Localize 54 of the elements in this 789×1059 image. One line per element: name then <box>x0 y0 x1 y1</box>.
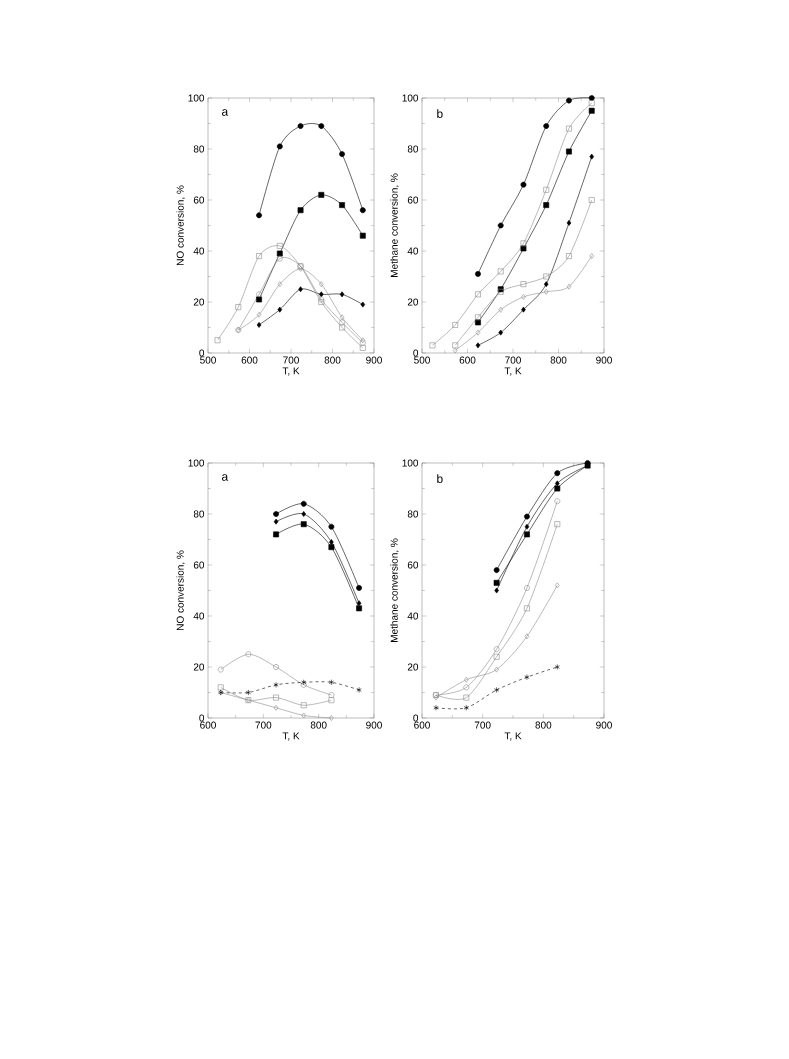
y-tick-label: 20 <box>407 663 419 671</box>
x-axis-title: T, K <box>282 367 300 376</box>
x-tick-label: 800 <box>324 356 341 364</box>
x-tick-label: 500 <box>200 356 216 364</box>
x-tick-label: 600 <box>459 356 476 364</box>
y-tick-label: 0 <box>413 714 419 722</box>
x-axis-title: T, K <box>504 367 522 376</box>
x-tick-label: 600 <box>241 356 258 364</box>
annotation: b <box>437 109 443 118</box>
y-tick-label: 80 <box>407 145 419 153</box>
y-tick-label: 40 <box>193 247 205 255</box>
x-tick-label: 700 <box>255 721 272 729</box>
y-axis-title: Methane conversion, % <box>390 538 399 642</box>
y-tick-label: 60 <box>193 196 205 204</box>
x-tick-label: 800 <box>310 721 327 729</box>
annotation: a <box>222 109 229 116</box>
annotation: a <box>222 474 229 481</box>
annotation: b <box>437 474 443 483</box>
x-tick-label: 700 <box>505 356 521 364</box>
y-tick-label: 20 <box>193 663 205 671</box>
y-tick-label: 40 <box>193 612 205 620</box>
y-tick-label: 100 <box>402 459 419 467</box>
y-axis-title: NO conversion, % <box>176 550 185 630</box>
y-tick-label: 0 <box>199 349 205 357</box>
y-tick-label: 20 <box>407 298 419 306</box>
y-tick-label: 80 <box>193 145 205 153</box>
y-tick-label: 60 <box>193 561 205 569</box>
y-tick-label: 60 <box>407 196 419 204</box>
x-tick-label: 500 <box>414 356 430 364</box>
x-axis-title: T, K <box>282 732 300 741</box>
x-tick-label: 900 <box>366 721 382 729</box>
y-tick-label: 100 <box>188 459 205 467</box>
y-tick-label: 0 <box>413 349 419 357</box>
x-tick-label: 600 <box>414 721 430 729</box>
y-tick-label: 40 <box>407 247 419 255</box>
y-tick-label: 60 <box>407 561 419 569</box>
x-tick-label: 700 <box>283 356 299 364</box>
y-tick-label: 80 <box>193 510 205 518</box>
y-axis-title: NO conversion, % <box>176 185 185 265</box>
x-axis-title: T, K <box>504 732 522 741</box>
x-tick-label: 800 <box>550 356 567 364</box>
x-tick-label: 700 <box>474 721 491 729</box>
y-tick-label: 100 <box>188 94 205 102</box>
x-tick-label: 900 <box>596 356 612 364</box>
x-tick-label: 900 <box>596 721 612 729</box>
y-tick-label: 0 <box>199 714 205 722</box>
y-tick-label: 100 <box>402 94 419 102</box>
x-tick-label: 600 <box>200 721 216 729</box>
y-tick-label: 20 <box>193 298 205 306</box>
x-tick-label: 900 <box>366 356 382 364</box>
x-tick-label: 800 <box>535 721 552 729</box>
y-axis-title: Methane conversion, % <box>390 173 399 277</box>
y-tick-label: 80 <box>407 510 419 518</box>
y-tick-label: 40 <box>407 612 419 620</box>
